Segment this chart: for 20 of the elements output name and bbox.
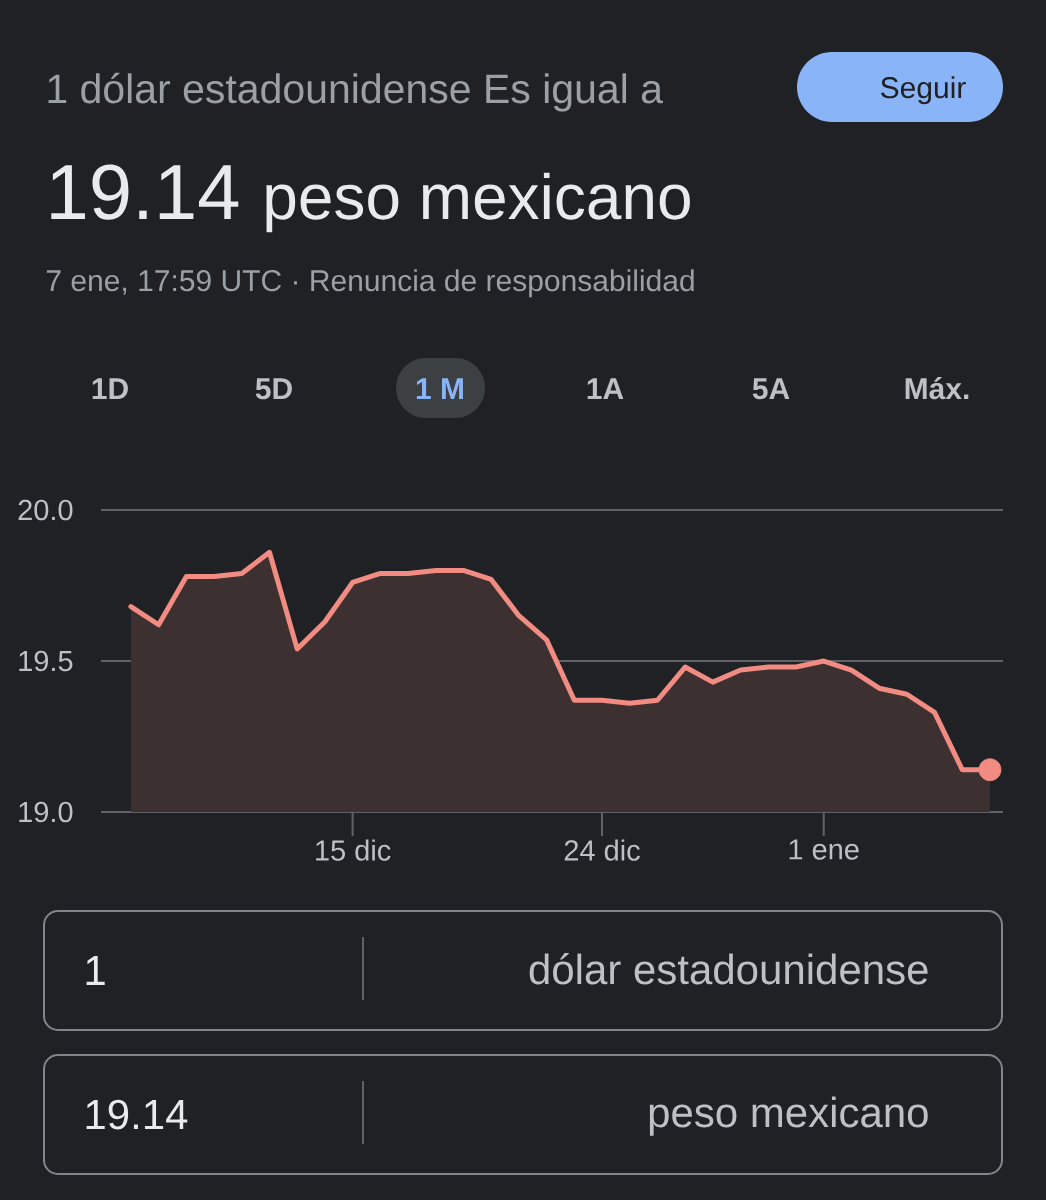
text: Seguir (880, 76, 966, 105)
x-tick-label: 15 dic (316, 839, 391, 861)
text: 19.14 (86, 1099, 188, 1130)
text: 1 M (416, 378, 463, 400)
text: 5A (752, 378, 790, 400)
text: 1D (92, 378, 128, 400)
x-tick-label: 24 dic (564, 839, 640, 861)
text: Máx. (905, 377, 969, 400)
y-tick-label: 20.0 (18, 499, 73, 521)
x-tick-label: 1 ene (789, 839, 859, 860)
text: 5D (255, 378, 292, 400)
text: 1A (587, 378, 624, 400)
text: dólar estadounidense (529, 953, 928, 985)
text: peso mexicano (649, 1096, 928, 1136)
y-tick-label: 19.5 (19, 650, 73, 672)
text: 7 ene, 17:59 UTC · Renuncia de responsabilidad (46, 269, 694, 298)
text: 1 (86, 956, 105, 986)
chart-title: 1 dólar estadounidense Es igual a (48, 72, 663, 112)
chart-subtitle: 19.14 peso mexicano (51, 164, 690, 233)
y-tick-label: 19.0 (19, 801, 73, 823)
